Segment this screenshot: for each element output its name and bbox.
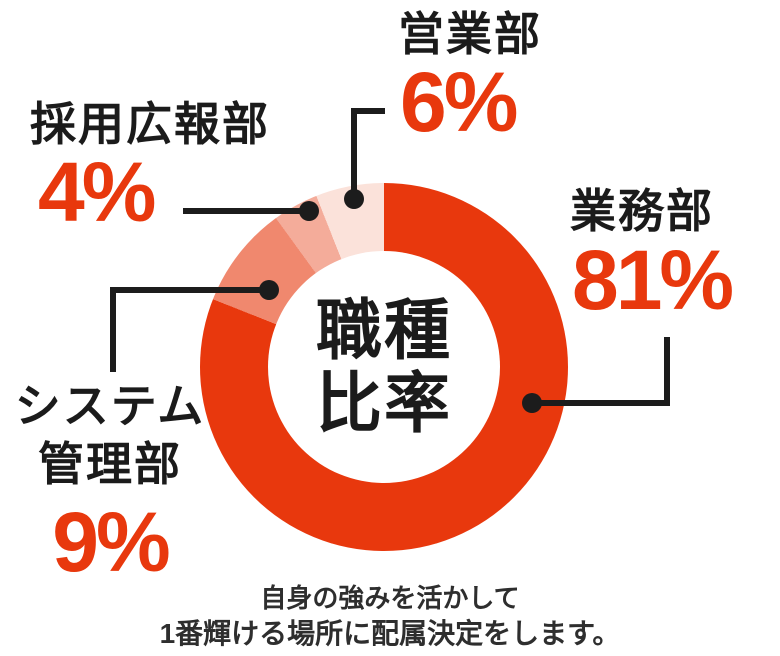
segment-label-recruit: 採用広報部 — [30, 98, 270, 150]
sales-leader-line-vertical — [351, 108, 357, 196]
sales-leader-dot — [344, 189, 364, 209]
segment-label-system: システム 管理部 — [14, 380, 206, 490]
system-leader-line-horizontal — [110, 287, 270, 293]
segment-value-sales: 6% — [400, 55, 518, 149]
operations-leader-line-horizontal — [531, 400, 670, 406]
operations-leader-line-vertical — [664, 337, 670, 406]
system-leader-line-vertical — [110, 287, 116, 372]
recruit-leader-line-horizontal — [183, 208, 309, 214]
caption-line-2: 1番輝ける場所に配属決定をします。 — [159, 618, 621, 649]
caption-line-1: 自身の強みを活かして — [260, 583, 520, 613]
donut-center-hole: 職種 比率 — [268, 251, 500, 483]
donut-chart: 職種 比率 — [200, 183, 568, 551]
segment-label-operations: 業務部 — [570, 185, 714, 237]
chart-center-title: 職種 比率 — [316, 293, 452, 440]
recruit-leader-dot — [299, 201, 319, 221]
system-leader-dot — [259, 280, 279, 300]
operations-leader-dot — [522, 393, 542, 413]
sales-leader-line-horizontal — [351, 108, 385, 114]
segment-value-recruit: 4% — [38, 145, 156, 239]
segment-label-sales: 営業部 — [398, 8, 542, 60]
chart-caption: 自身の強みを活かして 1番輝ける場所に配属決定をします。 — [0, 580, 780, 652]
segment-value-operations: 81% — [572, 233, 734, 327]
segment-value-system: 9% — [52, 495, 170, 589]
